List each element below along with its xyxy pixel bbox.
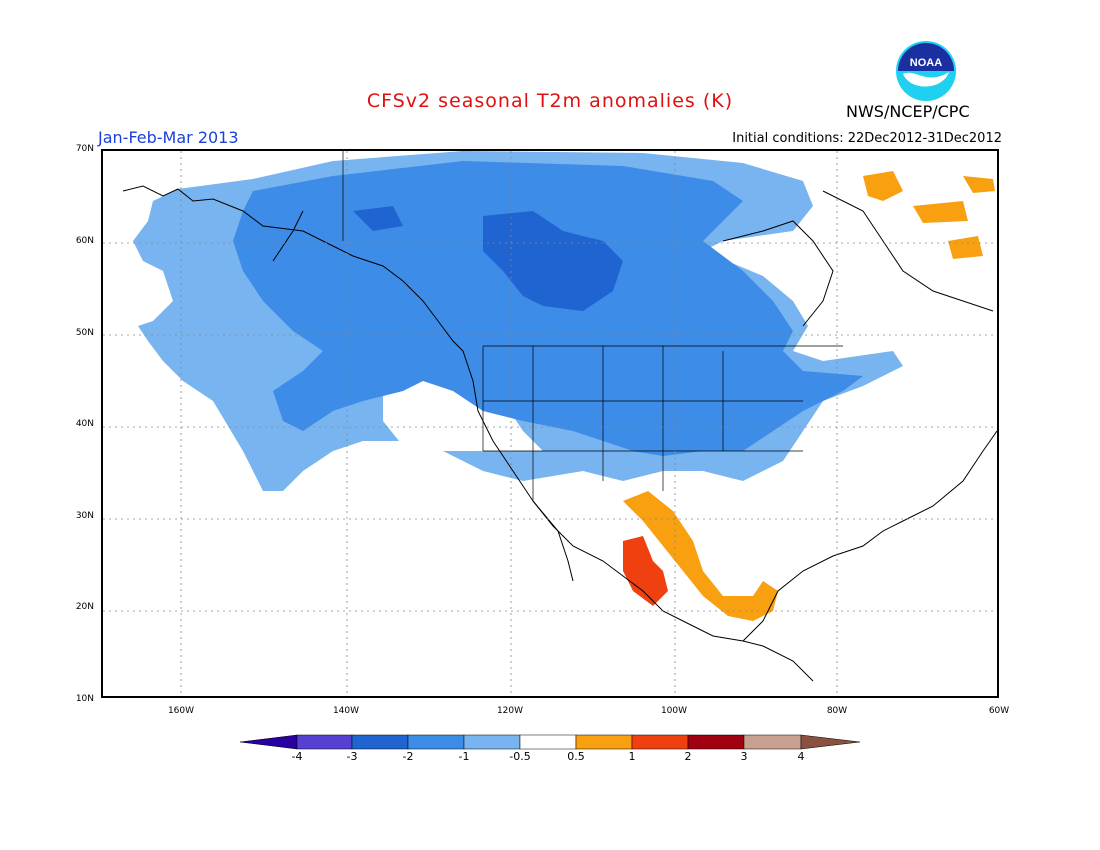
anomaly-orange-greenland-2 (913, 201, 968, 223)
legend-swatch-minus2-minus1 (407, 734, 465, 750)
legend-tick-p1: 1 (628, 750, 636, 763)
lat-label-40n: 40N (75, 419, 94, 429)
anomaly-orange-greenland-3 (948, 236, 983, 259)
legend-swatch-minus05-05 (519, 734, 577, 750)
lon-label-140w: 140W (332, 706, 360, 716)
lon-label-80w: 80W (826, 706, 848, 716)
lon-label-60w: 60W (988, 706, 1010, 716)
anomaly-neutral-west (383, 376, 543, 451)
legend-tick-minus05: -0.5 (509, 750, 531, 763)
agency-label: NWS/NCEP/CPC (846, 102, 970, 121)
anomaly-dark-blue-spot (353, 206, 403, 231)
legend-swatch-minus1-minus05 (463, 734, 521, 750)
legend-swatch-minus4-minus3 (296, 734, 353, 750)
lon-label-160w: 160W (167, 706, 195, 716)
anomaly-red-mexico (623, 536, 668, 606)
graticule (103, 151, 997, 696)
anomaly-map (101, 149, 999, 698)
legend-tick-p4: 4 (797, 750, 805, 763)
coastlines (122, 185, 997, 682)
legend-swatch-p05-1 (575, 734, 633, 750)
legend-tick-p05: 0.5 (567, 750, 585, 763)
legend-tick-minus4: -4 (291, 750, 303, 763)
legend-bar (239, 734, 861, 750)
noaa-logo-text: NOAA (910, 57, 942, 69)
lat-label-20n: 20N (75, 602, 94, 612)
legend-tick-p2: 2 (684, 750, 692, 763)
legend-tick-minus1: -1 (458, 750, 470, 763)
legend-swatch-minus3-minus2 (351, 734, 409, 750)
political-boundaries (342, 151, 843, 501)
map-title: CFSv2 seasonal T2m anomalies (K) (366, 90, 734, 112)
legend-tick-p3: 3 (740, 750, 748, 763)
anomaly-orange-mexico (623, 491, 778, 621)
anomaly-medium-blue-region (233, 161, 863, 456)
legend-tick-minus3: -3 (346, 750, 358, 763)
anomaly-orange-greenland-4 (963, 176, 995, 193)
lon-label-120w: 120W (496, 706, 524, 716)
legend-tick-minus2: -2 (402, 750, 414, 763)
initial-conditions-label: Initial conditions: 22Dec2012-31Dec2012 (732, 131, 1002, 146)
anomaly-orange-greenland-1 (863, 171, 903, 201)
legend-swatch-p1-2 (631, 734, 689, 750)
lat-label-10n: 10N (75, 694, 94, 704)
lon-label-100w: 100W (660, 706, 688, 716)
legend-swatch-lt-minus4 (239, 734, 298, 750)
map-canvas (103, 151, 997, 696)
noaa-logo: NOAA (896, 41, 956, 101)
anomaly-dark-blue-core (483, 211, 623, 311)
lat-label-30n: 30N (75, 511, 94, 521)
lat-label-60n: 60N (75, 236, 94, 246)
lat-label-50n: 50N (75, 328, 94, 338)
lat-label-70n: 70N (75, 144, 94, 154)
legend-swatch-gt4 (800, 734, 861, 750)
period-label: Jan-Feb-Mar 2013 (98, 128, 239, 147)
anomaly-fields (133, 151, 995, 621)
legend-swatch-p2-3 (687, 734, 745, 750)
color-legend: -4 -3 -2 -1 -0.5 0.5 1 2 3 4 (239, 734, 861, 774)
legend-swatch-p3-4 (743, 734, 802, 750)
